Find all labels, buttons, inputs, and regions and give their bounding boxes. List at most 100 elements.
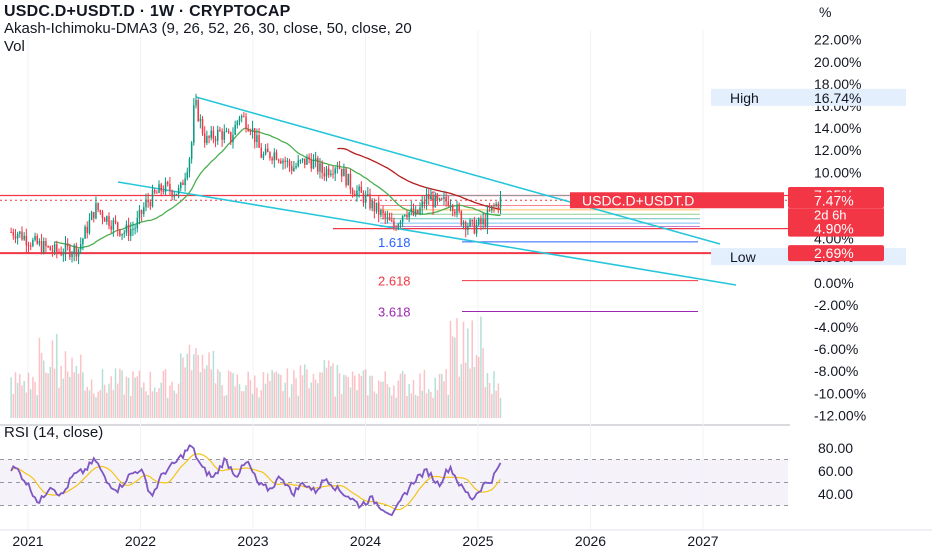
candle-body [338,167,341,169]
candle-body [193,105,195,143]
volume-bar [86,386,89,418]
candle-body [23,235,25,240]
volume-bar [423,369,426,418]
candle-body [436,195,439,201]
y-tick-label: -6.00% [814,341,858,357]
volume-bar [143,382,145,418]
candle-body [95,202,97,219]
volume-bar [467,328,469,418]
volume-bar [151,391,154,418]
volume-bar [358,373,360,418]
candle-body [27,245,30,247]
candle-body [123,232,125,234]
candle-body [419,207,421,214]
volume-bar [332,363,334,418]
fib-extension-layer: 0 1.618 2.618 3.618 [378,189,700,320]
candle-body [334,168,336,174]
price-tag-value: 7.47% [814,192,854,208]
candle-body [345,168,347,186]
volume-bar [90,379,93,418]
volume-bar [62,378,65,418]
volume-bar [127,377,130,418]
candle-body [216,129,219,141]
chart-title[interactable]: USDC.D+USDT.D · 1W · CRYPTOCAP [4,3,291,20]
volume-bar [345,375,347,418]
volume-bar [171,381,173,418]
volume-bar [14,372,17,418]
candle-body [214,138,217,141]
candle-body [323,173,326,177]
candle-body [60,252,62,256]
y-tick-label: -12.00% [814,407,866,423]
candle-body [412,208,415,215]
volume-bar [414,394,417,418]
volume-bar [412,380,415,418]
candle-body [16,233,19,239]
candle-body [397,224,400,230]
volume-bar [156,392,158,418]
candle-body [114,220,117,223]
candle-body [380,210,382,215]
indicator-legend[interactable]: Akash-Ichimoku-DMA3 (9, 26, 52, 26, 30, … [4,20,412,37]
candle-body [275,152,278,160]
candle-body [140,210,143,214]
channel-lower-line [117,181,737,286]
candle-body [127,224,130,236]
candle-body [451,205,454,212]
candle-body [10,231,12,233]
volume-bar [301,375,304,418]
candle-body [284,160,286,162]
volume-bar [430,391,432,418]
rsi-ma-line [10,453,501,511]
candle-body [497,203,500,209]
candle-body [482,219,484,225]
candle-body [377,202,380,215]
volume-bar [16,382,19,418]
volume-bar [395,397,397,418]
volume-bar [219,371,221,418]
volume-bar [256,387,258,418]
volume-bar [208,352,210,418]
candle-body [406,214,408,218]
volume-bar [177,383,180,418]
volume-bar [216,369,219,418]
candle-body [88,219,91,233]
volume-bar [193,354,195,418]
volume-bar [484,387,487,418]
candle-body [84,226,86,239]
volume-bar [475,355,478,418]
volume-bar [451,336,454,418]
volume-bar [99,389,102,418]
candle-body [458,205,460,212]
candle-body [73,245,75,254]
candle-body [449,205,452,207]
volume-bar [27,372,30,418]
volume-bar [308,388,310,418]
volume-bar [42,360,45,418]
candle-body [410,208,413,213]
volume-bar [488,382,491,418]
volume-bar [60,365,62,418]
volume-bar [334,396,336,418]
candle-body [317,158,319,172]
volume-bar [390,395,393,418]
candle-body [101,212,104,219]
candle-body [71,253,73,258]
volume-bar [286,368,289,418]
candle-body [182,182,184,185]
volume-legend[interactable]: Vol [4,38,25,55]
volume-bar [93,393,95,418]
channel-layer [117,96,737,286]
candle-body [356,190,358,197]
volume-bar [40,352,43,418]
candle-body [367,193,369,195]
rsi-legend[interactable]: RSI (14, close) [4,424,104,441]
candle-body [158,184,160,193]
volume-bar [317,383,319,418]
volume-bar [197,354,199,418]
y-tick-label: 20.00% [814,54,861,70]
candle-body [38,241,41,244]
candle-body [480,218,482,225]
candle-body [160,184,162,192]
